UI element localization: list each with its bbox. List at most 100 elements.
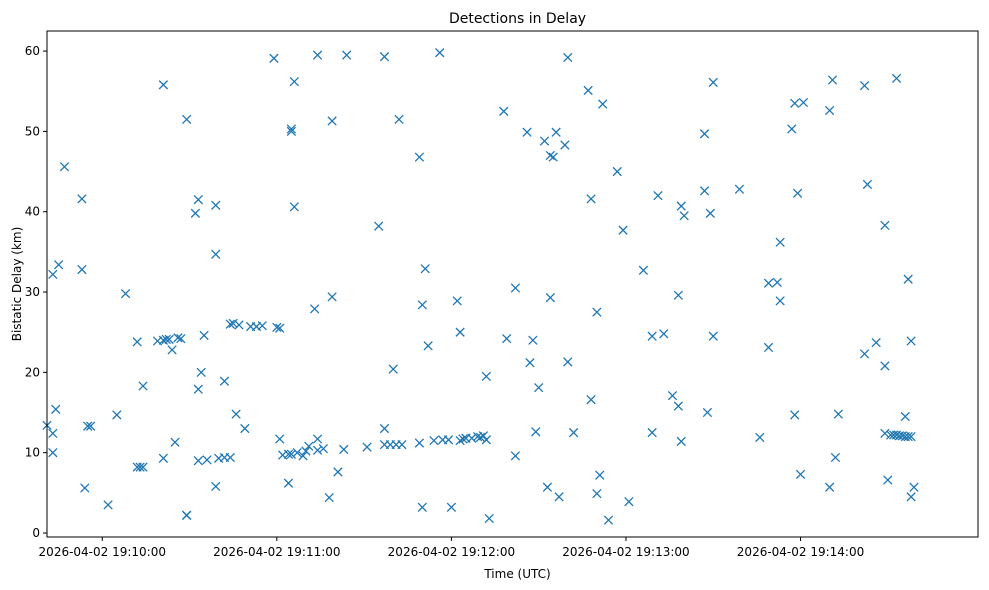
data-point	[458, 434, 468, 444]
data-point	[545, 292, 555, 303]
x-tick-label: 2026-04-02 19:10:00	[39, 545, 166, 559]
data-point	[624, 497, 634, 507]
data-point	[880, 428, 890, 439]
plot-area	[42, 30, 979, 538]
data-point	[502, 333, 512, 344]
data-point	[77, 194, 87, 204]
data-point	[528, 335, 538, 345]
data-point	[586, 394, 596, 405]
data-point	[452, 296, 462, 306]
data-point	[59, 162, 70, 172]
data-point	[903, 274, 913, 284]
data-point	[763, 342, 774, 353]
y-tick-label: 50	[25, 124, 40, 138]
data-point	[880, 361, 890, 371]
data-point	[795, 469, 806, 480]
data-point	[275, 323, 285, 333]
x-tick-label: 2026-04-02 19:11:00	[213, 545, 340, 559]
data-point	[560, 140, 570, 150]
data-point	[510, 451, 521, 461]
data-point	[234, 320, 244, 330]
data-point	[510, 283, 521, 293]
data-point	[397, 439, 407, 450]
data-point	[211, 200, 221, 210]
data-point	[135, 462, 145, 472]
data-point	[112, 410, 122, 420]
data-point	[891, 73, 902, 84]
data-point	[554, 492, 564, 502]
data-point	[301, 446, 311, 456]
data-point	[379, 52, 390, 62]
data-point	[48, 269, 58, 280]
data-point	[790, 98, 800, 108]
y-axis-label: Bistatic Delay (km)	[10, 227, 24, 342]
data-point	[193, 456, 203, 466]
data-point	[906, 492, 916, 502]
data-point	[548, 152, 558, 162]
data-point	[283, 478, 294, 488]
data-point	[414, 438, 425, 448]
data-point	[374, 221, 384, 231]
data-point	[667, 390, 678, 401]
data-point	[342, 50, 352, 60]
data-point	[708, 331, 718, 341]
data-point	[618, 225, 628, 235]
data-point	[699, 186, 710, 196]
data-point	[283, 449, 294, 459]
data-point	[676, 436, 686, 447]
data-point	[583, 85, 593, 96]
data-point	[734, 184, 745, 194]
data-point	[551, 127, 561, 137]
data-point	[659, 329, 669, 339]
data-point	[906, 336, 916, 346]
data-point	[199, 330, 209, 341]
data-point	[77, 264, 87, 275]
data-point	[80, 483, 90, 493]
data-point	[158, 453, 169, 463]
data-point	[673, 290, 683, 300]
data-point	[173, 333, 183, 343]
data-point	[862, 179, 873, 190]
x-tick-label: 2026-04-02 19:12:00	[388, 545, 515, 559]
data-point	[871, 337, 881, 348]
data-point	[909, 482, 919, 492]
x-tick-label: 2026-04-02 19:14:00	[737, 545, 864, 559]
data-point	[420, 264, 430, 274]
data-point	[429, 435, 439, 446]
data-point	[824, 482, 835, 492]
data-point	[542, 482, 553, 492]
data-point	[603, 515, 614, 525]
data-point	[257, 321, 267, 331]
data-point	[763, 278, 774, 288]
data-point	[138, 462, 148, 472]
data-point	[775, 296, 785, 306]
data-point	[522, 127, 532, 137]
data-point	[289, 76, 299, 87]
data-point	[289, 202, 299, 212]
data-point	[443, 435, 454, 445]
data-point	[161, 334, 171, 345]
y-axis: 0 10 20 30 40 50 60	[25, 44, 47, 540]
data-point	[211, 481, 221, 492]
data-point	[798, 97, 809, 108]
data-point	[312, 445, 323, 455]
data-point	[906, 431, 916, 442]
data-point	[193, 384, 203, 394]
data-point	[592, 488, 602, 499]
data-point	[790, 410, 800, 420]
y-tick-label: 30	[25, 285, 40, 299]
x-axis-label: Time (UTC)	[483, 567, 550, 581]
data-point	[638, 265, 649, 276]
data-point	[167, 345, 177, 355]
data-point	[324, 492, 334, 503]
data-point	[900, 411, 910, 422]
data-point	[193, 195, 203, 205]
data-point	[170, 437, 180, 447]
data-point	[286, 126, 297, 137]
data-point	[394, 114, 404, 125]
data-point	[362, 442, 372, 452]
y-tick-label: 20	[25, 365, 40, 379]
data-point	[859, 349, 870, 359]
data-point	[298, 451, 308, 461]
